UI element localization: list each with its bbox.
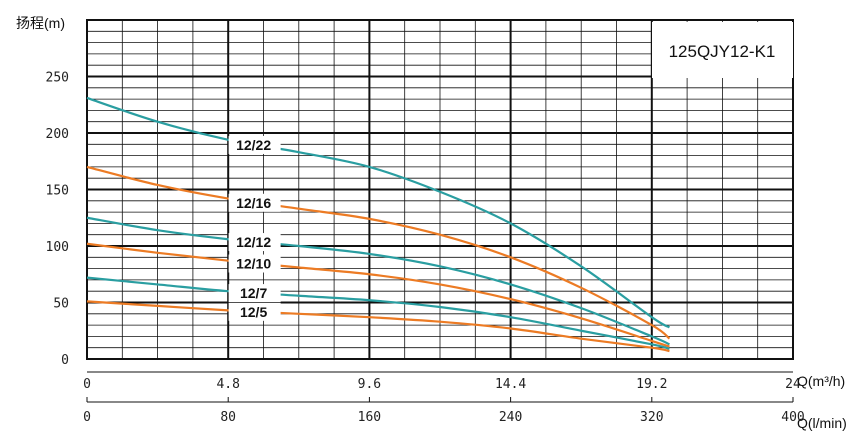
series-line-12-16 [86,165,671,340]
series-labels: 12/22 12/16 12/12 12/10 12/7 12/5 [228,135,281,321]
x-axis-label-bottom: Q(l/min) [797,415,847,431]
y-tick-label: 50 [53,297,69,312]
plot-frame [86,19,794,360]
y-tick-label: 150 [46,184,69,199]
x-axis-label-top: Q(m³/h) [797,373,845,389]
series-label-background [228,284,281,303]
series-line-12-12 [86,216,670,346]
x-tick-label-top: 0 [83,377,91,392]
series-label-background [228,233,281,252]
series-label-background [228,254,281,273]
model-label-box [652,22,793,78]
series-line-12-10 [86,242,670,348]
x-tick-label-bottom: 240 [499,410,522,425]
x-tick-label-bottom: 80 [220,410,236,425]
y-tick-label: 100 [46,240,69,255]
series-label-12-12: 12/12 [236,234,271,250]
x-tick-label-top: 9.6 [358,377,381,392]
x-tick-label-top: 14.4 [495,377,526,392]
series-label-background [228,193,281,212]
series-label-12-16: 12/16 [236,195,271,211]
y-tick-label: 250 [46,71,69,86]
x-tick-label-bottom: 160 [358,410,381,425]
x-tick-label-top: 19.2 [636,377,667,392]
x-tick-label-top: 4.8 [216,377,239,392]
series-label-12-5: 12/5 [240,304,267,320]
series-label-12-10: 12/10 [236,256,271,272]
series-label-12-22: 12/22 [236,137,271,153]
x-tick-label-bottom: 320 [640,410,663,425]
curves [86,96,671,353]
axes: 0 4.8 9.6 14.4 19.2 240 80 160 240 320 40005010015… [46,71,805,426]
series-line-12-7 [86,276,670,350]
y-tick-label: 200 [46,127,69,142]
x-tick-label-top: 24 [785,377,801,392]
series-label-background [228,135,281,154]
series-line-12-22 [86,96,670,329]
x-tick-label-bottom: 0 [83,410,91,425]
series-label-background [228,302,281,321]
x-tick-label-bottom: 400 [781,410,804,425]
y-axis-label: 扬程(m) [16,15,65,31]
series-line-12-5 [86,300,670,353]
chart-title: 125QJY12-K1 [669,42,776,61]
series-label-12-7: 12/7 [240,285,267,301]
y-tick-label: 0 [61,353,69,368]
